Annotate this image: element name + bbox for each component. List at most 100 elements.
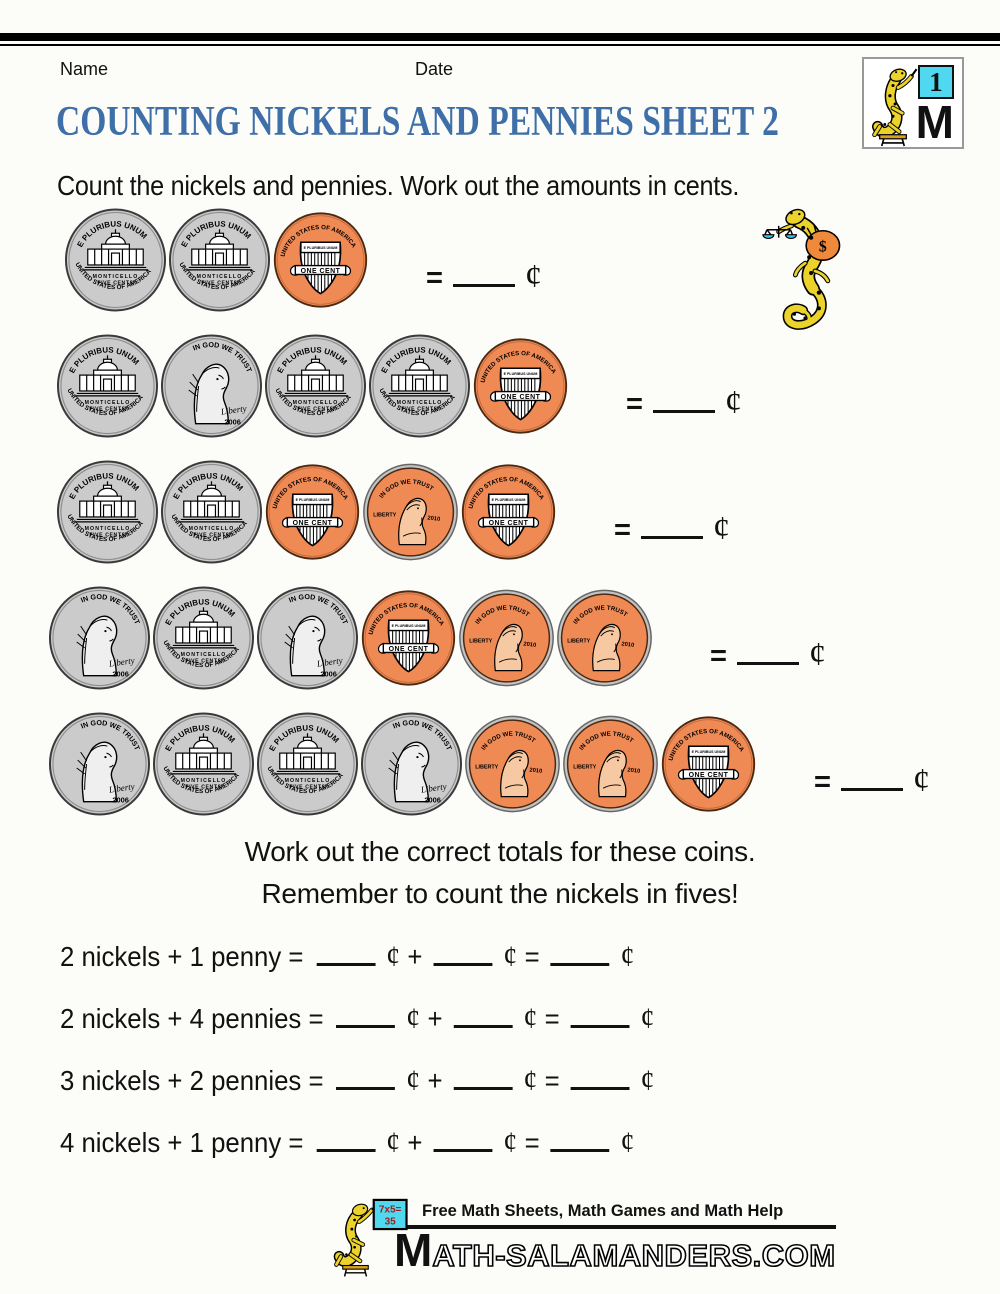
cent-sign: ¢	[524, 258, 542, 295]
penny-obverse-coin	[556, 586, 653, 690]
cent-sign: ¢	[386, 1126, 401, 1159]
salamander-footer-logo-icon: 7x5= 35	[333, 1198, 408, 1277]
equation-label: 2 nickels + 1 penny =	[60, 941, 304, 972]
cent-sign: ¢	[386, 940, 401, 973]
cent-sign: ¢	[620, 1126, 635, 1159]
equation-blank	[550, 949, 610, 966]
equation-label: 3 nickels + 2 pennies =	[60, 1065, 324, 1096]
nickel-reverse-coin	[56, 334, 159, 438]
cent-sign: ¢	[912, 762, 930, 799]
cent-sign: ¢	[640, 1002, 655, 1035]
penny-reverse-coin	[264, 460, 361, 564]
grade-number: 1	[929, 66, 943, 97]
nickel-obverse-coin	[160, 334, 263, 438]
nickel-reverse-coin	[264, 334, 367, 438]
equation-blank	[453, 1011, 513, 1028]
row-answer-area: = ¢	[614, 510, 730, 548]
nickel-reverse-coin	[56, 460, 159, 564]
page-title: COUNTING NICKELS AND PENNIES SHEET 2	[56, 99, 779, 145]
penny-obverse-coin	[562, 712, 659, 816]
equation-line: 2 nickels + 1 penny = ¢ + ¢ = ¢	[60, 940, 658, 975]
equals-sign: =	[524, 1127, 540, 1158]
svg-text:$: $	[819, 238, 827, 255]
coin-row: = ¢	[48, 712, 988, 816]
equation-blank	[336, 1073, 396, 1090]
equals-sign: =	[614, 514, 631, 546]
equals-sign: =	[626, 388, 643, 420]
equation-line: 2 nickels + 4 pennies = ¢ + ¢ = ¢	[60, 1002, 658, 1037]
equation-line: 4 nickels + 1 penny = ¢ + ¢ = ¢	[60, 1126, 658, 1161]
equals-sign: =	[544, 1065, 560, 1096]
penny-obverse-coin	[362, 460, 459, 564]
coin-row: = ¢	[48, 334, 988, 438]
nickel-reverse-coin	[368, 334, 471, 438]
grade-badge-board: 1	[918, 65, 954, 99]
nickel-reverse-coin	[256, 712, 359, 816]
penny-reverse-coin	[360, 586, 457, 690]
site-m-letter: M	[394, 1224, 433, 1276]
coin-row: = ¢	[48, 460, 988, 564]
cent-sign: ¢	[724, 384, 742, 421]
penny-reverse-coin	[272, 208, 369, 312]
penny-obverse-coin	[458, 586, 555, 690]
middle-text-line2: Remember to count the nickels in fives!	[261, 878, 739, 909]
nickel-reverse-coin	[152, 586, 255, 690]
cent-sign: ¢	[620, 940, 635, 973]
nickel-reverse-coin	[64, 208, 167, 312]
coin-row: = ¢	[48, 586, 988, 690]
equation-blank	[316, 1135, 376, 1152]
nickel-reverse-coin	[168, 208, 271, 312]
penny-obverse-coin	[464, 712, 561, 816]
cent-sign: ¢	[503, 1126, 518, 1159]
cent-sign: ¢	[523, 1002, 538, 1035]
equals-sign: =	[544, 1003, 560, 1034]
answer-blank	[840, 774, 903, 791]
footer-tagline: Free Math Sheets, Math Games and Math He…	[422, 1202, 784, 1220]
equation-label: 4 nickels + 1 penny =	[60, 1127, 304, 1158]
row-answer-area: = ¢	[426, 258, 542, 296]
svg-text:35: 35	[385, 1217, 397, 1228]
equation-label: 2 nickels + 4 pennies =	[60, 1003, 324, 1034]
cent-sign: ¢	[712, 510, 730, 547]
equation-blank	[336, 1011, 396, 1028]
cent-sign: ¢	[640, 1064, 655, 1097]
footer: 7x5= 35 Free Math Sheets, Math Games and…	[330, 1196, 836, 1284]
equation-blank	[453, 1073, 513, 1090]
nickel-obverse-coin	[256, 586, 359, 690]
answer-blank	[640, 522, 703, 539]
cent-sign: ¢	[406, 1002, 421, 1035]
coin-rows-section: = ¢ = ¢ = ¢ = ¢ = ¢	[48, 208, 988, 838]
answer-blank	[652, 396, 715, 413]
equation-blank	[570, 1011, 630, 1028]
plus-sign: +	[427, 1065, 443, 1096]
equation-blank	[433, 949, 493, 966]
equals-sign: =	[814, 766, 831, 798]
plus-sign: +	[427, 1003, 443, 1034]
row-answer-area: = ¢	[814, 762, 930, 800]
equation-blank	[316, 949, 376, 966]
cent-sign: ¢	[406, 1064, 421, 1097]
equation-blank	[433, 1135, 493, 1152]
nickel-obverse-coin	[48, 712, 151, 816]
equals-sign: =	[524, 941, 540, 972]
equals-sign: =	[426, 262, 443, 294]
plus-sign: +	[407, 941, 423, 972]
equation-line: 3 nickels + 2 pennies = ¢ + ¢ = ¢	[60, 1064, 658, 1099]
instruction-text: Count the nickels and pennies. Work out …	[57, 170, 740, 201]
penny-reverse-coin	[472, 334, 569, 438]
name-label: Name	[60, 59, 109, 79]
equals-sign: =	[710, 640, 727, 672]
equation-blank	[570, 1073, 630, 1090]
salamander-money-image: $	[762, 208, 841, 330]
footer-site-link[interactable]: MATH-SALAMANDERS.COM	[394, 1223, 836, 1277]
salamander-logo-icon	[871, 68, 918, 147]
top-divider-line	[0, 44, 1000, 46]
equation-blank	[550, 1135, 610, 1152]
penny-reverse-coin	[660, 712, 757, 816]
footer-divider	[394, 1225, 836, 1229]
date-label: Date	[415, 59, 454, 79]
nickel-reverse-coin	[160, 460, 263, 564]
sheet-number-logo: 1 M	[862, 57, 964, 149]
coin-row: = ¢	[48, 208, 988, 312]
